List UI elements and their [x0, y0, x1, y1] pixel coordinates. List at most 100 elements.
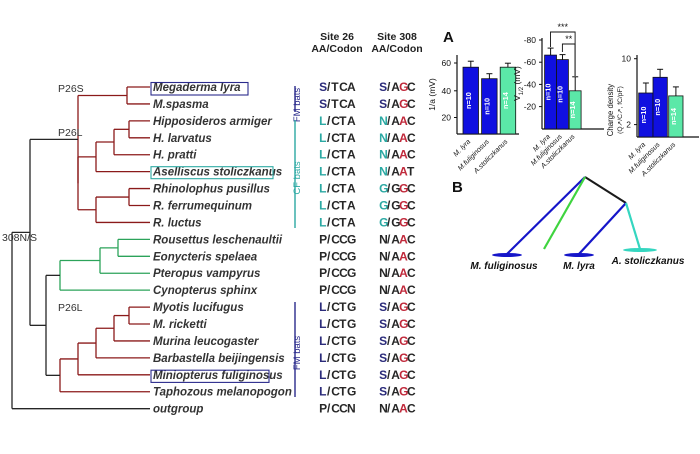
svg-text:S/AGC: S/AGC [379, 300, 416, 314]
svg-text:P/CCG: P/CCG [319, 283, 356, 297]
svg-text:L/CTA: L/CTA [319, 199, 356, 213]
svg-text:Rousettus leschenaultii: Rousettus leschenaultii [153, 234, 283, 246]
svg-text:Miniopterus fuliginosus: Miniopterus fuliginosus [153, 370, 283, 382]
svg-text:(Q↗/C↗, fC/pF): (Q↗/C↗, fC/pF) [617, 86, 624, 134]
svg-text:H. larvatus: H. larvatus [153, 133, 212, 145]
svg-text:n=10: n=10 [482, 98, 491, 115]
svg-text:L/CTG: L/CTG [319, 334, 356, 348]
svg-text:L/CTG: L/CTG [319, 300, 356, 314]
svg-text:-80: -80 [524, 35, 537, 45]
svg-text:Myotis lucifugus: Myotis lucifugus [153, 302, 244, 314]
svg-text:P/CCG: P/CCG [319, 249, 356, 263]
svg-text:outgroup: outgroup [153, 404, 203, 416]
svg-text:Taphozous melanopogon: Taphozous melanopogon [153, 387, 292, 399]
svg-text:S/TCA: S/TCA [319, 97, 356, 111]
svg-text:S/AGC: S/AGC [379, 334, 416, 348]
svg-text:AA/Codon: AA/Codon [311, 43, 362, 55]
svg-text:P26L: P26L [58, 302, 83, 314]
svg-text:S/AGC: S/AGC [379, 317, 416, 331]
svg-text:n=10: n=10 [464, 92, 473, 109]
svg-text:N/AAT: N/AAT [379, 165, 415, 179]
svg-text:S/AGC: S/AGC [379, 385, 416, 399]
svg-text:L/CTG: L/CTG [319, 317, 356, 331]
svg-text:H. pratti: H. pratti [153, 150, 197, 162]
svg-text:S/AGC: S/AGC [379, 97, 416, 111]
svg-text:S/AGC: S/AGC [379, 80, 416, 94]
svg-text:-20: -20 [524, 102, 537, 112]
svg-text:P/CCG: P/CCG [319, 266, 356, 280]
svg-text:308N/S: 308N/S [2, 232, 37, 244]
svg-text:Charge density: Charge density [606, 84, 615, 137]
svg-text:A.stoliczkanus: A.stoliczkanus [472, 138, 510, 176]
svg-text:L/CTA: L/CTA [319, 215, 356, 229]
svg-text:Eonycteris spelaea: Eonycteris spelaea [153, 251, 258, 263]
svg-text:Rhinolophus pusillus: Rhinolophus pusillus [153, 184, 270, 196]
svg-text:L/CTA: L/CTA [319, 114, 356, 128]
svg-text:M. ricketti: M. ricketti [153, 319, 207, 331]
svg-text:P/CCG: P/CCG [319, 232, 356, 246]
svg-text:A. stoliczkanus: A. stoliczkanus [611, 256, 685, 267]
svg-text:Site 26: Site 26 [320, 31, 354, 43]
svg-text:CF bats: CF bats [292, 161, 303, 195]
svg-text:-40: -40 [524, 79, 537, 89]
svg-text:S/AGC: S/AGC [379, 351, 416, 365]
svg-text:N/AAC: N/AAC [379, 266, 416, 280]
svg-text:A: A [443, 29, 454, 46]
svg-text:M. lyra: M. lyra [563, 261, 595, 272]
svg-text:M. fuliginosus: M. fuliginosus [470, 261, 538, 272]
svg-text:L/CTA: L/CTA [319, 165, 356, 179]
svg-text:N/AAC: N/AAC [379, 283, 416, 297]
svg-text:Hipposideros armiger: Hipposideros armiger [153, 116, 272, 128]
svg-text:Murina leucogaster: Murina leucogaster [153, 336, 259, 348]
svg-text:60: 60 [442, 58, 452, 68]
svg-text:n=14: n=14 [669, 107, 678, 125]
svg-text:G/GGC: G/GGC [379, 199, 416, 213]
svg-text:N/AAC: N/AAC [379, 148, 416, 162]
svg-text:n=10: n=10 [544, 84, 553, 101]
svg-text:FM bats: FM bats [292, 336, 303, 371]
svg-text:Site 308: Site 308 [377, 31, 417, 43]
svg-text:P26S: P26S [58, 83, 84, 95]
svg-text:B: B [452, 179, 463, 196]
svg-text:N/AAC: N/AAC [379, 131, 416, 145]
svg-text:N/AAC: N/AAC [379, 114, 416, 128]
svg-text:1/a (mV): 1/a (mV) [427, 78, 437, 111]
svg-text:2: 2 [626, 120, 631, 130]
svg-text:S/AGC: S/AGC [379, 368, 416, 382]
svg-text:n=14: n=14 [568, 101, 577, 119]
svg-text:Megaderma lyra: Megaderma lyra [153, 82, 241, 94]
svg-text:n=10: n=10 [653, 99, 662, 116]
svg-text:R. ferrumequinum: R. ferrumequinum [153, 201, 252, 213]
svg-text:n=10: n=10 [556, 86, 565, 103]
svg-text:P/CCN: P/CCN [319, 402, 355, 416]
svg-text:L/CTA: L/CTA [319, 131, 356, 145]
svg-text:L/CTA: L/CTA [319, 148, 356, 162]
svg-text:**: ** [565, 34, 573, 44]
svg-text:***: *** [558, 22, 569, 32]
svg-text:G/GGC: G/GGC [379, 182, 416, 196]
svg-text:-60: -60 [524, 57, 537, 67]
svg-text:N/AAC: N/AAC [379, 249, 416, 263]
svg-text:L/CTA: L/CTA [319, 182, 356, 196]
svg-text:L/CTG: L/CTG [319, 385, 356, 399]
svg-text:L/CTG: L/CTG [319, 368, 356, 382]
svg-text:Aselliscus stoliczkanus: Aselliscus stoliczkanus [152, 167, 282, 179]
svg-text:10: 10 [622, 54, 632, 64]
svg-text:n=10: n=10 [639, 107, 648, 124]
svg-text:M.spasma: M.spasma [153, 99, 209, 111]
svg-text:20: 20 [442, 113, 452, 123]
svg-text:S/TCA: S/TCA [319, 80, 356, 94]
svg-text:AA/Codon: AA/Codon [371, 43, 422, 55]
svg-text:Cynopterus sphinx: Cynopterus sphinx [153, 285, 258, 297]
svg-text:40: 40 [442, 86, 452, 96]
svg-text:N/AAC: N/AAC [379, 402, 416, 416]
svg-text:Pteropus vampyrus: Pteropus vampyrus [153, 268, 260, 280]
svg-text:Barbastella beijingensis: Barbastella beijingensis [153, 353, 285, 365]
svg-text:R. luctus: R. luctus [153, 217, 202, 229]
svg-text:FM bats: FM bats [292, 88, 303, 123]
svg-text:L/CTG: L/CTG [319, 351, 356, 365]
svg-text:G/GGC: G/GGC [379, 215, 416, 229]
svg-text:P26L: P26L [58, 127, 83, 139]
svg-text:N/AAC: N/AAC [379, 232, 416, 246]
svg-text:n=14: n=14 [501, 91, 510, 109]
